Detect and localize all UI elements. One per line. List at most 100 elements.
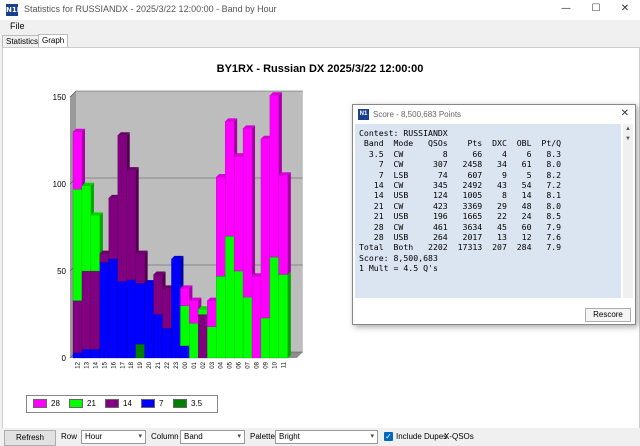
bar-face: [251, 276, 262, 359]
bar-face: [135, 283, 145, 345]
palette-select[interactable]: Bright ▾: [275, 430, 378, 444]
bar-top: [153, 271, 166, 275]
bottom-toolbar: Refresh Row Hour ▾ Column Band ▾ Palette B…: [0, 428, 640, 446]
bar-face: [126, 279, 136, 359]
x-tick-label: 02: [201, 361, 207, 368]
x-tick-label: 14: [93, 361, 99, 368]
legend-swatch-21: [69, 399, 83, 409]
score-title-bar: N1 Score - 8,500,683 Points ✕: [353, 105, 635, 124]
row-select[interactable]: Hour ▾: [81, 430, 146, 444]
score-summary-text: Contest: RUSSIANDX Band Mode QSOs Pts DX…: [359, 128, 562, 274]
legend-item-3-5: 3.5: [173, 399, 202, 409]
x-tick-label: 20: [147, 361, 153, 368]
scroll-down-icon[interactable]: ▼: [625, 136, 631, 142]
legend-label-7: 7: [159, 399, 164, 408]
bar-face: [90, 270, 101, 350]
x-tick-label: 19: [138, 361, 144, 368]
bar-top: [90, 212, 103, 216]
bar-face: [260, 138, 271, 319]
include-dupes-checkbox[interactable]: ✓: [384, 432, 393, 441]
x-tick-label: 03: [210, 361, 216, 368]
bar-top: [126, 167, 139, 171]
bar-segment: [72, 128, 85, 190]
close-button[interactable]: ✕: [620, 3, 630, 14]
gridline-diag: [69, 90, 77, 98]
bar-face: [224, 121, 235, 237]
legend-item-28: 28: [33, 399, 60, 409]
legend-label-3-5: 3.5: [191, 399, 203, 408]
x-tick-label: 05: [228, 361, 234, 368]
score-scrollbar[interactable]: ▲ ▼: [623, 124, 633, 298]
x-tick-label: 23: [174, 361, 180, 368]
bar-face: [99, 253, 109, 263]
bar-face: [242, 296, 253, 359]
legend-label-28: 28: [51, 399, 60, 408]
row-select-value: Hour: [85, 432, 103, 441]
bar-face: [72, 131, 83, 190]
menu-file[interactable]: File: [10, 21, 25, 31]
bar-top: [180, 285, 193, 289]
x-tick-label: 11: [281, 361, 287, 368]
bar-face: [224, 236, 235, 359]
x-tick-label: 04: [219, 361, 225, 368]
bar-top: [243, 125, 256, 129]
bar-top: [225, 118, 238, 122]
column-select[interactable]: Band ▾: [180, 430, 245, 444]
x-tick-label: 16: [111, 361, 117, 368]
x-tick-label: 17: [120, 361, 126, 368]
column-select-value: Band: [184, 432, 203, 441]
bar-segment: [278, 271, 291, 359]
minimize-button[interactable]: —: [561, 3, 571, 14]
x-tick-label: 01: [192, 361, 198, 368]
bar-face: [233, 270, 244, 359]
bar-face: [126, 169, 136, 280]
bar-top: [269, 92, 282, 96]
bar-side: [287, 172, 291, 275]
x-tick-label: 09: [263, 361, 269, 368]
x-tick-label: 22: [165, 361, 171, 368]
score-text-area[interactable]: Contest: RUSSIANDX Band Mode QSOs Pts DX…: [355, 124, 621, 298]
refresh-button[interactable]: Refresh: [4, 430, 56, 446]
x-tick-label: 07: [246, 361, 252, 368]
bar-top: [135, 250, 148, 254]
x-tick-label: 13: [84, 361, 90, 368]
x-tick-label: 18: [129, 361, 135, 368]
bar-segment: [135, 250, 148, 284]
tab-graph[interactable]: Graph: [38, 34, 69, 48]
legend-swatch-28: [33, 399, 47, 409]
legend-swatch-14: [105, 399, 119, 409]
bar-top: [278, 172, 291, 176]
chart-title: BY1RX - Russian DX 2025/3/22 12:00:00: [216, 63, 424, 75]
bar-face: [81, 185, 92, 272]
bar-face: [108, 258, 118, 359]
bar-face: [242, 128, 253, 298]
bar-face: [72, 300, 83, 353]
score-app-icon: N1: [358, 109, 369, 120]
scroll-up-icon[interactable]: ▲: [625, 126, 631, 132]
bar-face: [198, 309, 208, 315]
score-close-button[interactable]: ✕: [620, 108, 629, 119]
legend-item-7: 7: [141, 399, 163, 409]
bar-face: [162, 328, 172, 359]
legend-swatch-3-5: [173, 399, 187, 409]
bar-face: [216, 276, 226, 359]
maximize-button[interactable]: ☐: [591, 3, 601, 14]
bar-side: [144, 250, 148, 284]
bar-face: [180, 288, 190, 306]
rescore-button[interactable]: Rescore: [585, 308, 631, 322]
legend-item-21: 21: [69, 399, 96, 409]
bar-face: [207, 300, 217, 327]
chevron-down-icon: ▾: [138, 433, 142, 440]
bar-face: [153, 274, 163, 315]
bar-face: [189, 323, 199, 359]
bar-face: [278, 175, 289, 275]
y-tick-label: 50: [57, 267, 66, 276]
legend-label-14: 14: [123, 399, 132, 408]
bar-top: [81, 182, 94, 186]
bar-face: [144, 283, 154, 359]
x-tick-label: 00: [183, 361, 189, 368]
bar-face: [135, 253, 145, 284]
xqsos-label: X-QSOs: [444, 432, 474, 441]
bar-face: [90, 215, 101, 272]
bar-face: [278, 274, 289, 359]
